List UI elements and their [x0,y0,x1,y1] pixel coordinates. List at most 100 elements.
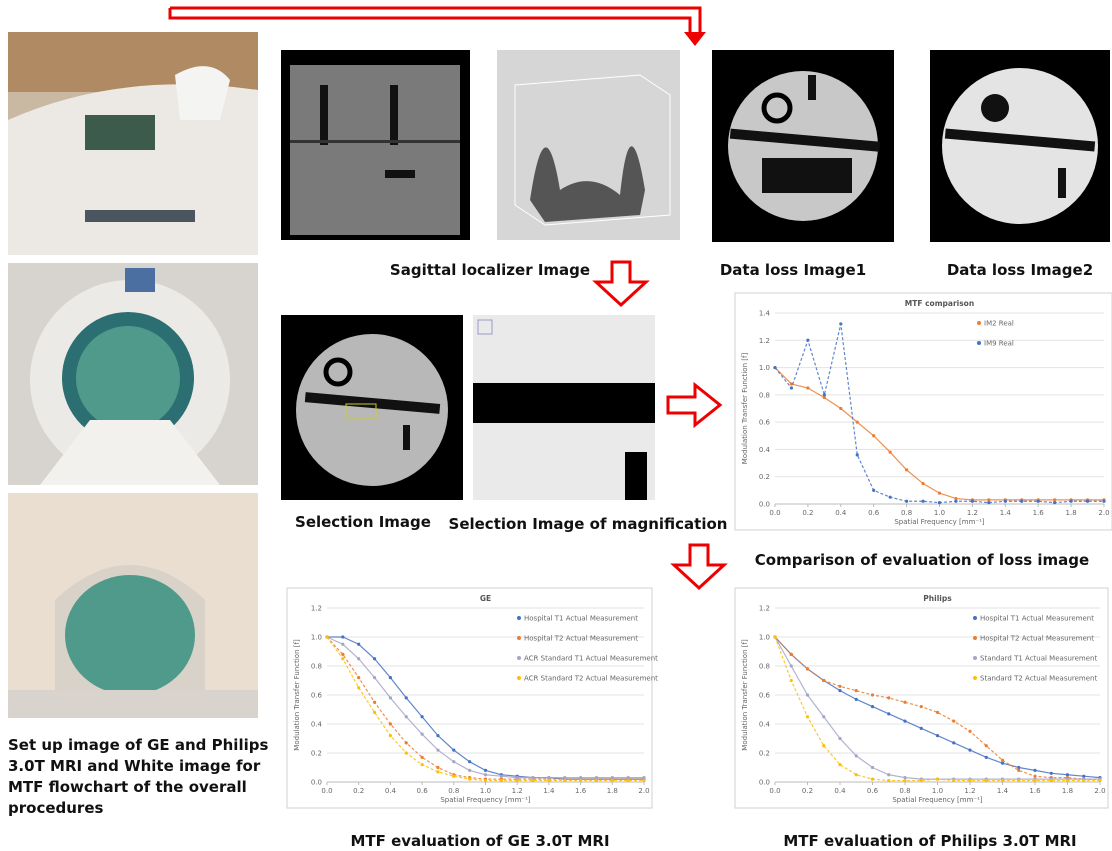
data-point [1082,779,1085,782]
x-axis-label: Spatial Frequency [mm⁻¹] [440,796,531,804]
data-point [871,778,874,781]
data-point [1004,500,1007,503]
data-point [436,766,439,769]
data-point [905,500,908,503]
data-point [389,696,392,699]
y-axis-label: Modulation Transfer Function [f] [741,353,749,465]
legend-label: IM2 Real [984,320,1014,328]
data-point [547,779,550,782]
legend-label: Hospital T2 Actual Measurement [524,635,638,643]
data-point [468,760,471,763]
data-loss-caption: Data loss Image1 [720,261,866,279]
data-point [1066,779,1069,782]
data-loss-caption: Data loss Image2 [947,261,1093,279]
data-point [985,744,988,747]
x-tick-label: 1.0 [932,787,943,795]
y-tick-label: 1.0 [311,634,322,642]
data-point [905,468,908,471]
comparison-caption: Comparison of evaluation of loss image [755,551,1089,569]
legend-label: IM9 Real [984,340,1014,348]
data-point [822,744,825,747]
data-point [887,712,890,715]
data-point [806,386,809,389]
setup-photo-2 [8,263,258,485]
data-point [357,676,360,679]
x-tick-label: 1.4 [543,787,555,795]
data-point [903,720,906,723]
data-point [357,657,360,660]
data-point [903,701,906,704]
setup-caption: 3.0T MRI and White image for [8,757,261,775]
y-tick-label: 1.2 [759,337,770,345]
data-point [1053,501,1056,504]
data-point [325,635,328,638]
figure: Set up image of GE and Philips 3.0T MRI … [0,0,1112,851]
sagittal-image [281,50,470,240]
data-point [1102,500,1105,503]
data-point [405,696,408,699]
data-point [920,779,923,782]
data-point [1001,762,1004,765]
x-tick-label: 1.2 [964,787,975,795]
flow-arrow [170,8,700,34]
data-point [921,500,924,503]
data-point [642,776,645,779]
data-point [421,715,424,718]
data-point [838,737,841,740]
y-tick-label: 0.4 [759,721,771,729]
data-point [1050,779,1053,782]
data-point [971,500,974,503]
data-point [389,734,392,737]
legend-marker [973,636,977,640]
data-point [936,778,939,781]
y-tick-label: 0.0 [759,501,770,509]
data-point [389,676,392,679]
data-point [968,749,971,752]
data-point [452,760,455,763]
x-tick-label: 0.2 [353,787,364,795]
x-tick-label: 0.8 [899,787,910,795]
x-tick-label: 0.4 [834,787,846,795]
data-point [611,776,614,779]
data-point [1086,500,1089,503]
data-point [579,776,582,779]
chart-frame [735,293,1112,530]
data-point [1017,779,1020,782]
x-tick-label: 1.6 [1029,787,1041,795]
y-tick-label: 0.6 [759,692,771,700]
data-point [421,763,424,766]
x-tick-label: 1.6 [575,787,587,795]
data-point [806,339,809,342]
legend-label: ACR Standard T2 Actual Measurement [524,675,658,683]
x-tick-label: 0.0 [769,509,780,517]
data-point [823,396,826,399]
data-point [921,482,924,485]
surface-plot [497,50,680,240]
x-tick-label: 1.8 [1066,509,1077,517]
flow-arrow-head [684,32,706,46]
data-loss-image-2 [930,50,1110,242]
data-point [920,727,923,730]
data-point [627,779,630,782]
y-tick-label: 0.6 [311,692,323,700]
data-point [871,693,874,696]
data-point [341,653,344,656]
y-axis-label: Modulation Transfer Function [f] [741,639,749,751]
legend-marker [973,616,977,620]
y-tick-label: 0.4 [311,721,323,729]
data-point [563,776,566,779]
x-tick-label: 0.0 [769,787,780,795]
data-point [547,776,550,779]
data-point [1017,769,1020,772]
data-point [872,489,875,492]
data-point [1050,772,1053,775]
y-tick-label: 0.8 [759,663,770,671]
data-point [938,491,941,494]
data-point [1020,500,1023,503]
data-point [484,779,487,782]
legend-marker [977,341,981,345]
data-point [871,766,874,769]
data-point [1082,775,1085,778]
chart-title: GE [480,594,491,603]
